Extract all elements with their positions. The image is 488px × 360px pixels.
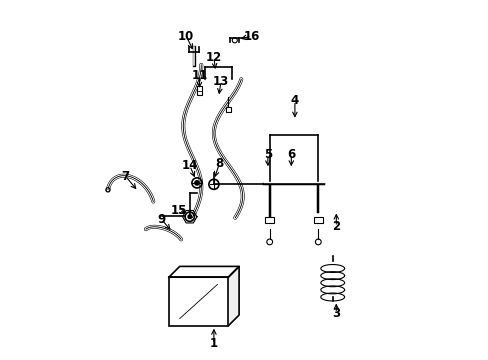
Text: 1: 1 [209, 337, 218, 350]
Bar [265, 217, 273, 223]
Text: 12: 12 [205, 51, 222, 64]
Text: 6: 6 [286, 148, 295, 161]
Bar [196, 86, 202, 95]
Text: 2: 2 [331, 220, 340, 233]
Polygon shape [228, 266, 239, 326]
Text: 9: 9 [157, 213, 165, 226]
Text: 8: 8 [215, 157, 223, 170]
Bar [168, 277, 228, 326]
Text: 15: 15 [170, 204, 187, 217]
Text: 16: 16 [243, 30, 259, 42]
Text: 13: 13 [213, 75, 229, 87]
Text: 11: 11 [191, 69, 207, 82]
Text: 3: 3 [331, 307, 340, 320]
Circle shape [194, 181, 199, 185]
Bar [225, 107, 230, 112]
Text: 10: 10 [178, 30, 194, 42]
Bar [313, 217, 322, 223]
Text: 14: 14 [181, 159, 198, 172]
Text: 7: 7 [122, 170, 129, 183]
Circle shape [187, 215, 191, 219]
Polygon shape [168, 266, 239, 277]
Text: 5: 5 [263, 148, 271, 161]
Text: 4: 4 [290, 94, 299, 107]
